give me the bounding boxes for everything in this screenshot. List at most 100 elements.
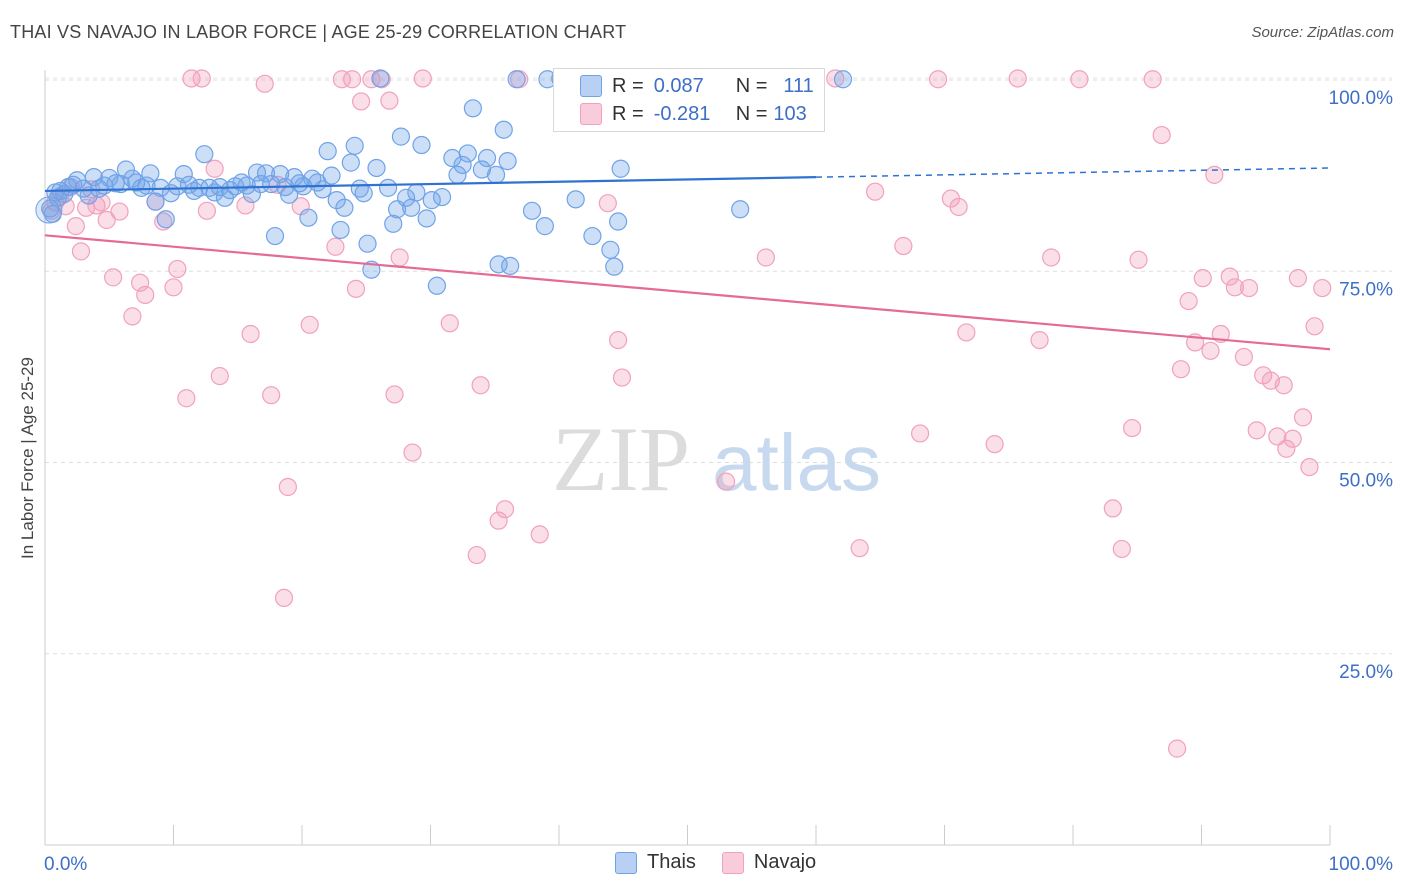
navajo-point xyxy=(495,500,515,519)
navajo-point xyxy=(110,202,129,221)
navajo-point xyxy=(1300,457,1319,477)
thais-point xyxy=(507,70,526,89)
navajo-point xyxy=(1225,278,1245,297)
thais-point xyxy=(731,200,750,219)
thais-trend-line xyxy=(44,176,817,193)
navajo-point xyxy=(104,268,123,287)
thais-point xyxy=(35,196,63,224)
legend-swatch-thais xyxy=(615,851,637,874)
legend-swatch-navajo xyxy=(580,103,602,125)
navajo-point xyxy=(489,511,508,530)
legend-n-value: 111 xyxy=(783,74,814,97)
thais-point xyxy=(378,178,398,197)
navajo-point xyxy=(343,70,362,89)
thais-point xyxy=(174,164,193,184)
navajo-point xyxy=(326,237,345,256)
thais-point xyxy=(833,70,853,89)
thais-point xyxy=(322,166,341,185)
legend-item-navajo[interactable]: Navajo xyxy=(721,851,817,874)
legend-label-navajo: Navajo xyxy=(753,851,817,873)
legend-row-navajo: R = -0.281 N = 103 xyxy=(580,101,807,127)
navajo-point xyxy=(390,248,409,267)
thais-point xyxy=(341,153,360,172)
navajo-point xyxy=(612,368,632,387)
thais-point xyxy=(402,198,421,217)
thais-point xyxy=(371,69,390,88)
navajo-point xyxy=(826,69,845,88)
navajo-point xyxy=(278,477,297,497)
legend-swatch-navajo xyxy=(721,851,744,874)
navajo-point xyxy=(372,70,391,89)
navajo-point xyxy=(255,74,274,93)
navajo-point xyxy=(236,196,255,215)
thais-point xyxy=(265,226,285,246)
navajo-point xyxy=(957,323,976,342)
thais-point xyxy=(417,209,436,228)
navajo-point xyxy=(241,324,260,344)
navajo-point xyxy=(1167,739,1187,758)
navajo-point xyxy=(716,472,736,491)
legend-r-label: R = xyxy=(612,102,644,125)
thais-point xyxy=(367,158,386,178)
thais-trend-extension xyxy=(815,167,1331,178)
legend-label-thais: Thais xyxy=(647,851,696,873)
thais-point xyxy=(384,214,403,233)
navajo-point xyxy=(71,242,91,261)
chart-title: THAI VS NAVAJO IN LABOR FORCE | AGE 25-2… xyxy=(10,22,627,42)
thais-point xyxy=(256,164,276,183)
navajo-point xyxy=(1288,269,1307,288)
thais-point xyxy=(472,160,491,179)
legend-item-thais[interactable]: Thais xyxy=(615,851,696,874)
thais-point xyxy=(477,148,497,168)
x-tick-label: 0.0% xyxy=(44,854,87,875)
axes xyxy=(44,70,1331,846)
navajo-point xyxy=(910,424,930,443)
navajo-point xyxy=(385,385,404,404)
legend-r-label: R = xyxy=(612,74,644,97)
navajo-point xyxy=(756,248,775,267)
y-tick-label: 25.0% xyxy=(1339,662,1393,683)
legend-n-label: N = xyxy=(735,102,768,125)
legend-n-label: N = xyxy=(735,74,768,97)
navajo-point xyxy=(154,212,173,231)
navajo-point xyxy=(1239,278,1259,298)
navajo-point xyxy=(413,69,432,88)
thais-point xyxy=(422,191,441,210)
navajo-point xyxy=(928,70,948,89)
navajo-point xyxy=(866,182,885,201)
navajo-point xyxy=(123,307,142,326)
navajo-point xyxy=(609,331,628,350)
legend-swatch-thais xyxy=(580,75,602,97)
thais-point xyxy=(146,192,165,211)
thais-point xyxy=(184,181,204,201)
thais-point xyxy=(327,191,346,210)
navajo-point xyxy=(192,69,211,88)
y-tick-label: 50.0% xyxy=(1339,471,1393,492)
thais-point xyxy=(494,120,513,139)
navajo-point xyxy=(168,259,187,279)
navajo-point xyxy=(403,443,422,462)
navajo-point xyxy=(380,91,399,110)
navajo-point xyxy=(1171,360,1191,379)
thais-point xyxy=(583,226,602,246)
thais-point xyxy=(396,188,416,207)
navajo-point xyxy=(182,69,201,88)
navajo-point xyxy=(1129,250,1148,269)
navajo-point xyxy=(1070,70,1089,89)
navajo-point xyxy=(1103,499,1122,518)
thais-point xyxy=(489,255,508,274)
thais-point xyxy=(116,160,136,179)
legend-n-value: 103 xyxy=(773,102,807,125)
navajo-point xyxy=(1152,125,1171,145)
thais-point xyxy=(605,257,624,276)
thais-point xyxy=(141,164,160,183)
navajo-point xyxy=(164,278,183,297)
gridlines xyxy=(45,77,1392,655)
navajo-point xyxy=(1305,317,1324,336)
navajo-point xyxy=(97,210,116,230)
thais-point xyxy=(156,210,175,229)
thais-point xyxy=(262,174,281,194)
navajo-point xyxy=(205,159,224,178)
thais-point xyxy=(318,142,337,161)
thais-point xyxy=(498,151,517,171)
